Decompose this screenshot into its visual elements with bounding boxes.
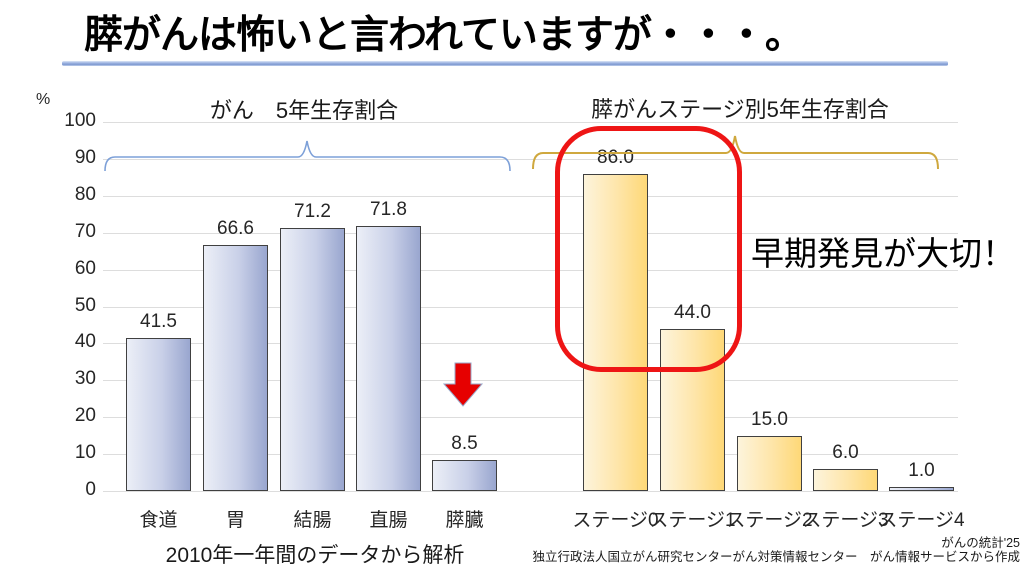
bar-ステージ2 [737, 435, 802, 491]
bar-value-label: 71.2 [294, 201, 331, 223]
y-axis-tick-label: 50 [74, 294, 96, 316]
y-axis-tick-label: 10 [74, 442, 96, 464]
y-axis-tick-label: 60 [74, 257, 96, 279]
credits: がんの統計'25 独立行政法人国立がん研究センターがん対策情報センター がん情報… [532, 536, 1020, 564]
bar-ステージ4 [889, 487, 954, 491]
blue-horizontal-brace [104, 140, 511, 172]
credit-line-2: 独立行政法人国立がん研究センターがん対策情報センター がん情報サービスから作成 [532, 550, 1020, 564]
x-axis-category-label: ステージ3 [802, 510, 889, 531]
early-detection-annotation: 早期発見が大切！ [751, 235, 1015, 272]
y-axis-tick-label: 20 [74, 405, 96, 427]
y-axis-tick-label: 0 [85, 479, 96, 500]
gridline [103, 454, 958, 456]
bar-value-label: 41.5 [140, 310, 177, 332]
gridline [103, 269, 958, 271]
y-axis-unit-label: % [36, 91, 51, 108]
bar-value-label: 1.0 [908, 460, 935, 482]
x-axis-category-label: 結腸 [293, 510, 332, 531]
bar-結腸 [280, 228, 345, 491]
data-source-footnote: 2010年一年間のデータから解析 [165, 544, 465, 567]
bar-value-label: 71.8 [370, 199, 407, 221]
y-axis-tick-label: 80 [74, 183, 96, 205]
bar-value-label: 15.0 [751, 408, 788, 430]
bar-value-label: 6.0 [832, 441, 859, 463]
bar-value-label: 66.6 [217, 218, 254, 240]
bar-ステージ3 [813, 468, 878, 491]
gridline [103, 343, 958, 345]
slide-title: 膵がんは怖いと言われていますが・・・。 [84, 14, 804, 57]
gridline [103, 158, 958, 160]
x-axis-category-label: 胃 [225, 510, 245, 531]
gridline [103, 232, 958, 234]
bar-value-label: 8.5 [451, 432, 478, 454]
right-chart-title: 膵がんステージ別5年生存割合 [591, 97, 889, 122]
gridline [103, 195, 958, 197]
x-axis-category-label: ステージ4 [878, 510, 965, 531]
x-axis-category-label: ステージ1 [649, 510, 736, 531]
bar-食道 [126, 337, 191, 491]
title-underline [62, 61, 948, 66]
gridline [103, 380, 958, 382]
x-axis-category-label: 直腸 [369, 510, 408, 531]
x-axis-category-label: 食道 [139, 510, 178, 531]
gridline [103, 306, 958, 308]
bar-value-label: 44.0 [674, 301, 711, 323]
y-axis-tick-label: 100 [64, 110, 96, 131]
y-axis-tick-label: 30 [74, 368, 96, 390]
y-axis-tick-label: 90 [74, 146, 96, 168]
left-chart-title: がん 5年生存割合 [209, 98, 399, 123]
x-axis-category-label: ステージ0 [572, 510, 659, 531]
red-down-arrow-icon [442, 362, 484, 407]
y-axis-tick-label: 70 [74, 220, 96, 242]
bar-直腸 [356, 226, 421, 491]
gridline [103, 417, 958, 419]
bar-膵臓 [432, 459, 497, 491]
gridline [103, 491, 958, 492]
y-axis-tick-label: 40 [74, 331, 96, 353]
credit-line-1: がんの統計'25 [941, 536, 1020, 550]
x-axis-category-label: ステージ2 [726, 510, 813, 531]
gridline [103, 122, 958, 123]
red-rounded-rectangle-highlight [555, 126, 742, 372]
bar-胃 [203, 245, 268, 491]
x-axis-category-label: 膵臓 [445, 510, 484, 531]
